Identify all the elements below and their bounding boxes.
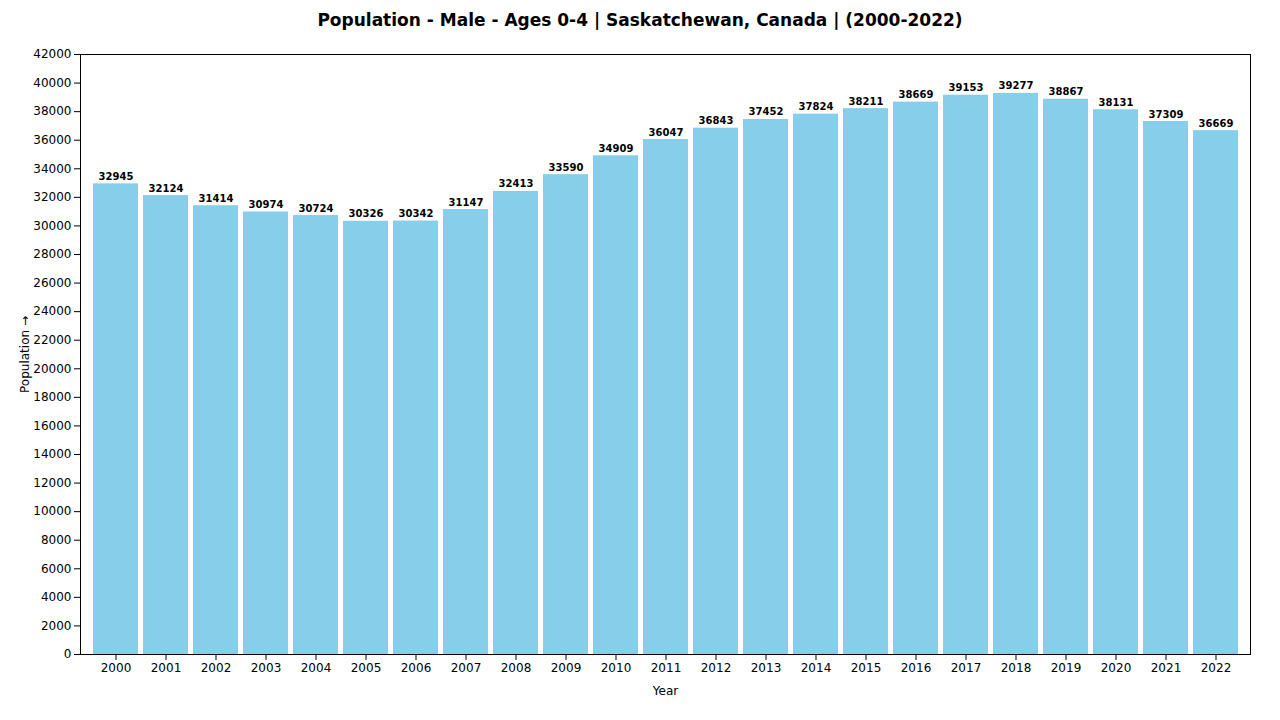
svg-text:2015: 2015 [851, 661, 882, 675]
svg-text:28000: 28000 [33, 247, 71, 261]
svg-text:2007: 2007 [451, 661, 482, 675]
svg-text:Population →: Population → [18, 316, 32, 393]
svg-text:30326: 30326 [349, 208, 384, 219]
svg-text:2000: 2000 [101, 661, 132, 675]
svg-text:39153: 39153 [949, 82, 984, 93]
svg-text:38131: 38131 [1099, 97, 1134, 108]
svg-text:2018: 2018 [1001, 661, 1032, 675]
svg-text:2013: 2013 [751, 661, 782, 675]
svg-text:2009: 2009 [551, 661, 582, 675]
svg-text:2004: 2004 [301, 661, 332, 675]
svg-text:20000: 20000 [33, 362, 71, 376]
svg-text:2021: 2021 [1151, 661, 1182, 675]
svg-text:2005: 2005 [351, 661, 382, 675]
svg-text:6000: 6000 [41, 562, 72, 576]
svg-text:32413: 32413 [499, 178, 534, 189]
svg-text:4000: 4000 [41, 590, 72, 604]
svg-text:31414: 31414 [199, 193, 234, 204]
svg-text:2002: 2002 [201, 661, 232, 675]
svg-text:34909: 34909 [599, 143, 634, 154]
svg-text:33590: 33590 [549, 162, 584, 173]
svg-text:38669: 38669 [899, 89, 934, 100]
svg-text:30974: 30974 [249, 199, 284, 210]
svg-text:38211: 38211 [849, 96, 884, 107]
svg-text:30000: 30000 [33, 219, 71, 233]
svg-text:32945: 32945 [99, 171, 134, 182]
svg-text:2010: 2010 [601, 661, 632, 675]
svg-text:2017: 2017 [951, 661, 982, 675]
svg-text:30724: 30724 [299, 203, 334, 214]
svg-text:37309: 37309 [1149, 109, 1184, 120]
svg-text:42000: 42000 [33, 47, 71, 61]
svg-text:2012: 2012 [701, 661, 732, 675]
svg-text:2000: 2000 [41, 619, 72, 633]
svg-text:2020: 2020 [1101, 661, 1132, 675]
svg-text:8000: 8000 [41, 533, 72, 547]
svg-text:36047: 36047 [649, 127, 684, 138]
svg-text:2011: 2011 [651, 661, 682, 675]
svg-text:36000: 36000 [33, 133, 71, 147]
svg-text:2014: 2014 [801, 661, 832, 675]
svg-text:34000: 34000 [33, 162, 71, 176]
svg-text:38000: 38000 [33, 104, 71, 118]
svg-text:2016: 2016 [901, 661, 932, 675]
svg-text:0: 0 [64, 647, 72, 661]
svg-text:37824: 37824 [799, 101, 834, 112]
svg-text:2003: 2003 [251, 661, 282, 675]
svg-text:10000: 10000 [33, 504, 71, 518]
svg-text:24000: 24000 [33, 304, 71, 318]
svg-text:2001: 2001 [151, 661, 182, 675]
svg-text:31147: 31147 [449, 197, 484, 208]
svg-text:38867: 38867 [1049, 86, 1084, 97]
svg-text:2006: 2006 [401, 661, 432, 675]
svg-text:Year: Year [652, 684, 678, 698]
svg-text:37452: 37452 [749, 106, 784, 117]
svg-text:18000: 18000 [33, 390, 71, 404]
svg-text:40000: 40000 [33, 76, 71, 90]
svg-text:32000: 32000 [33, 190, 71, 204]
svg-text:14000: 14000 [33, 447, 71, 461]
svg-text:2022: 2022 [1201, 661, 1232, 675]
html-text:Population - Male - Ages 0-4 |: Population - Male - Ages 0-4 | Saskatche… [317, 10, 963, 30]
svg-text:2019: 2019 [1051, 661, 1082, 675]
svg-text:12000: 12000 [33, 476, 71, 490]
svg-text:32124: 32124 [149, 183, 184, 194]
svg-text:36843: 36843 [699, 115, 734, 126]
svg-text:30342: 30342 [399, 208, 434, 219]
svg-text:39277: 39277 [999, 80, 1034, 91]
svg-text:22000: 22000 [33, 333, 71, 347]
svg-text:16000: 16000 [33, 419, 71, 433]
svg-text:26000: 26000 [33, 276, 71, 290]
svg-text:2008: 2008 [501, 661, 532, 675]
svg-text:36669: 36669 [1199, 118, 1234, 129]
